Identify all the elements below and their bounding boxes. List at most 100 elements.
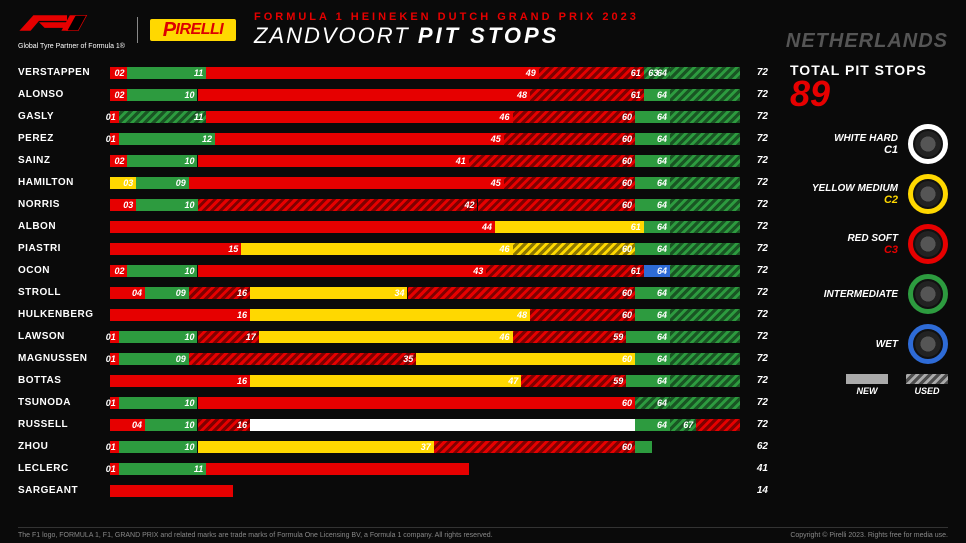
lap-label: 64 (657, 287, 670, 299)
compound-label: RED SOFTC3 (847, 233, 898, 256)
stint-segment (670, 397, 740, 409)
stint-bar: 021149616364 (110, 67, 740, 79)
stint-bar (110, 485, 740, 497)
lap-label: 37 (421, 441, 434, 453)
lap-label: 46 (499, 111, 512, 123)
driver-row: OCON021043616472 (18, 260, 768, 281)
stint-segment (539, 67, 644, 79)
stint-segment (670, 353, 740, 365)
stint-bar: 16475964 (110, 375, 740, 387)
stint-bar: 0111 (110, 463, 740, 475)
lap-label: 10 (184, 155, 197, 167)
stint-bar: 01106064 (110, 397, 740, 409)
lap-label: 64 (657, 375, 670, 387)
lap-label: 02 (114, 265, 127, 277)
stint-legend: NEW USED (790, 374, 948, 396)
lap-label: 64 (657, 177, 670, 189)
lap-label: 64 (657, 67, 670, 79)
lap-label: 64 (657, 133, 670, 145)
country-label: NETHERLANDS (786, 30, 948, 53)
stint-segment (670, 177, 740, 189)
end-lap: 14 (740, 485, 768, 496)
end-lap: 72 (740, 67, 768, 78)
driver-row: SAINZ021041606472 (18, 150, 768, 171)
lap-label: 09 (176, 287, 189, 299)
driver-row: ALONSO021048616472 (18, 84, 768, 105)
end-lap: 72 (740, 331, 768, 342)
lap-label: 10 (184, 397, 197, 409)
legend-new: NEW (846, 374, 888, 396)
lap-label: 49 (526, 67, 539, 79)
lap-label: 64 (657, 89, 670, 101)
driver-name: SARGEANT (18, 485, 110, 496)
stint-segment (119, 133, 215, 145)
stint-segment (198, 441, 434, 453)
lap-label: 09 (176, 177, 189, 189)
stint-bar: 0210486164 (110, 89, 740, 101)
driver-name: NORRIS (18, 199, 110, 210)
lap-label: 60 (622, 287, 635, 299)
end-lap: 72 (740, 287, 768, 298)
sidebar: TOTAL PIT STOPS 89 WHITE HARDC1YELLOW ME… (768, 62, 948, 502)
driver-name: MAGNUSSEN (18, 353, 110, 364)
driver-name: LAWSON (18, 331, 110, 342)
lap-label: 61 (631, 221, 644, 233)
lap-label: 10 (184, 199, 197, 211)
stint-segment (198, 397, 636, 409)
super-title: FORMULA 1 HEINEKEN DUTCH GRAND PRIX 2023 (254, 11, 948, 23)
lap-label: 67 (683, 419, 696, 431)
stint-segment (215, 133, 504, 145)
stint-segment (206, 67, 539, 79)
lap-label: 60 (622, 419, 635, 431)
logo-block: Global Tyre Partner of Formula 1® PIRELL… (18, 11, 236, 50)
lap-label: 02 (114, 89, 127, 101)
stint-segment (696, 419, 740, 431)
lap-label: 60 (622, 309, 635, 321)
lap-label: 03 (123, 177, 136, 189)
stint-bar: 0111466064 (110, 111, 740, 123)
stint-segment (110, 485, 233, 497)
stint-segment (198, 155, 469, 167)
stint-segment (521, 375, 626, 387)
driver-name: LECLERC (18, 463, 110, 474)
driver-name: PIASTRI (18, 243, 110, 254)
compound-row: YELLOW MEDIUMC2 (790, 174, 948, 214)
lap-label: 11 (194, 111, 206, 123)
driver-row: STROLL04091634606472 (18, 282, 768, 303)
lap-label: 02 (114, 67, 127, 79)
f1-logo: Global Tyre Partner of Formula 1® (18, 11, 125, 50)
driver-row: LECLERC011141 (18, 458, 768, 479)
stint-bar: 16486064 (110, 309, 740, 321)
lap-label: 64 (657, 331, 670, 343)
pitstop-chart: VERSTAPPEN02114961636472ALONSO0210486164… (18, 62, 768, 502)
header: Global Tyre Partner of Formula 1® PIRELL… (0, 0, 966, 56)
footer-left: The F1 logo, FORMULA 1, F1, GRAND PRIX a… (18, 532, 493, 539)
stint-segment (670, 243, 740, 255)
lap-label: 43 (473, 265, 486, 277)
tyre-icon (908, 324, 948, 364)
stint-segment (670, 287, 740, 299)
lap-label: 61 (631, 265, 644, 277)
end-lap: 72 (740, 243, 768, 254)
compound-row: WHITE HARDC1 (790, 124, 948, 164)
end-lap: 72 (740, 155, 768, 166)
end-lap: 72 (740, 397, 768, 408)
compound-label: WHITE HARDC1 (834, 133, 898, 156)
end-lap: 72 (740, 89, 768, 100)
lap-label: 47 (508, 375, 521, 387)
stint-segment (110, 375, 250, 387)
stint-segment (670, 67, 740, 79)
compound-label: YELLOW MEDIUMC2 (812, 183, 898, 206)
lap-label: 59 (613, 331, 626, 343)
stint-segment (259, 331, 513, 343)
stint-bar: 0109356064 (110, 353, 740, 365)
stint-bar: 0310426064 (110, 199, 740, 211)
compound-row: INTERMEDIATE (790, 274, 948, 314)
end-lap: 41 (740, 463, 768, 474)
lap-label: 41 (456, 155, 469, 167)
compound-legend: WHITE HARDC1 YELLOW MEDIUMC2 RED SOFTC3 INT… (790, 124, 948, 364)
stint-bar: 15466064 (110, 243, 740, 255)
footer: The F1 logo, FORMULA 1, F1, GRAND PRIX a… (18, 527, 948, 539)
total-count: 89 (790, 78, 948, 110)
stint-segment (189, 177, 504, 189)
